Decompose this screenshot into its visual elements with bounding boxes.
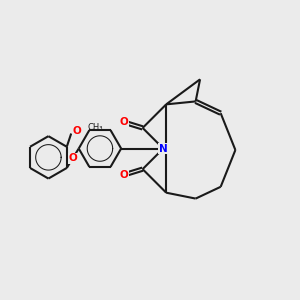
Text: O: O [73,126,82,136]
Text: CH₃: CH₃ [87,122,103,131]
Text: N: N [159,143,168,154]
Text: O: O [68,153,77,163]
Text: O: O [119,117,128,127]
Text: O: O [119,170,128,180]
